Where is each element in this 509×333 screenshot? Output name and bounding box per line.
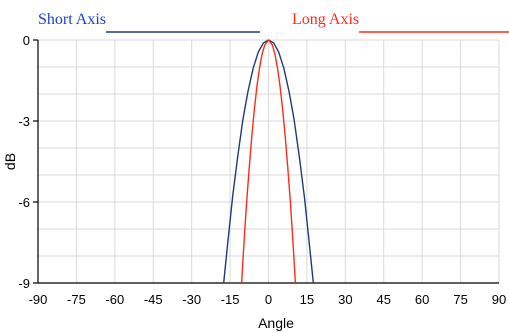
x-tick-label: -75: [67, 292, 86, 307]
y-tick-label: -9: [18, 276, 30, 291]
x-tick-label: -60: [105, 292, 124, 307]
x-tick-label: 0: [265, 292, 272, 307]
x-tick-label: -15: [221, 292, 240, 307]
series-line-long-axis: [240, 39, 297, 284]
legend-label-short-axis: Short Axis: [38, 11, 106, 28]
x-tick-label: 75: [453, 292, 467, 307]
x-tick-label: 30: [338, 292, 352, 307]
legend: Short Axis Long Axis: [38, 11, 509, 33]
grid: [37, 39, 500, 284]
x-tick-label: -90: [29, 292, 48, 307]
x-tick-label: -30: [182, 292, 201, 307]
x-tick-label: -45: [144, 292, 163, 307]
plot-frame: [33, 39, 499, 284]
y-tick-label: -3: [18, 114, 30, 129]
legend-label-long-axis: Long Axis: [292, 11, 359, 28]
x-tick-label: 45: [377, 292, 391, 307]
y-axis-title: dB: [2, 153, 18, 170]
y-tick-label: -6: [18, 195, 30, 210]
x-tick-label: 60: [415, 292, 429, 307]
x-tick-label: 90: [492, 292, 506, 307]
x-tick-label: 15: [300, 292, 314, 307]
x-axis-title: Angle: [258, 315, 294, 331]
tick-labels: -90 -75 -60 -45 -30 -15 0 15 30 45 60 75 90 0 -3 -6 -9: [18, 33, 506, 307]
y-tick-label: 0: [23, 33, 30, 48]
series-layer: [222, 39, 315, 284]
